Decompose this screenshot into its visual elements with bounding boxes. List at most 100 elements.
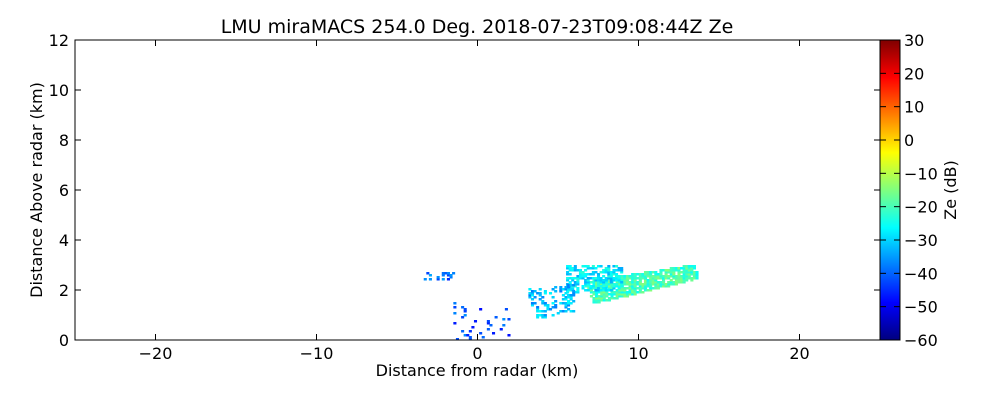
echo-cell (682, 265, 686, 268)
echo-cell (617, 277, 621, 280)
echo-cell (578, 275, 583, 278)
echo-cell (568, 281, 572, 284)
echo-cell (667, 281, 671, 284)
echo-cell (631, 293, 635, 296)
echo-cell (586, 281, 590, 284)
echo-cell (643, 287, 648, 290)
echo-cell (591, 277, 595, 280)
echo-cell (633, 281, 637, 284)
echo-cell (486, 322, 490, 325)
echo-cell (685, 269, 689, 272)
echo-cell (586, 279, 590, 282)
echo-cell (692, 277, 696, 280)
echo-cell (685, 275, 689, 278)
echo-cell (596, 265, 601, 268)
echo-cell (554, 286, 558, 289)
echo-cell (489, 324, 493, 327)
echo-cell (631, 287, 635, 290)
echo-cell (618, 289, 622, 292)
echo-cell (446, 278, 450, 281)
echo-cell (656, 283, 660, 286)
echo-cell (669, 281, 673, 284)
echo-cell (576, 289, 580, 292)
echo-cell (595, 293, 599, 296)
echo-cell (543, 314, 547, 317)
echo-cell (592, 279, 596, 282)
echo-cell (674, 269, 678, 272)
echo-cell (651, 277, 655, 280)
echo-cell (561, 298, 565, 301)
echo-cell (641, 283, 645, 286)
echo-cell (504, 308, 508, 311)
echo-cell (687, 271, 691, 274)
echo-cell (605, 283, 609, 286)
echo-cell (556, 312, 560, 315)
echo-cell (667, 271, 671, 274)
echo-cell (595, 281, 599, 284)
echo-cell (682, 281, 686, 284)
echo-cell (536, 316, 540, 319)
echo-cell (584, 285, 588, 288)
echo-cell (602, 289, 606, 292)
echo-cell (625, 291, 630, 294)
echo-cell (566, 265, 570, 268)
echo-cell (572, 300, 576, 303)
echo-cell (592, 287, 596, 290)
echo-cell (672, 269, 676, 272)
echo-cell (453, 312, 457, 315)
echo-cell (569, 302, 573, 305)
colorbar-tick-label: 10 (904, 98, 924, 117)
echo-cell (572, 290, 576, 293)
echo-cell (455, 338, 460, 341)
echo-cell (576, 287, 580, 290)
echo-cell (543, 310, 547, 313)
echo-cell (677, 279, 681, 282)
echo-cell (573, 277, 577, 280)
echo-cell (609, 279, 613, 282)
echo-cell (604, 267, 608, 270)
echo-cell (584, 265, 588, 268)
echo-cell (587, 287, 591, 290)
echo-cell (581, 287, 585, 290)
echo-cell (584, 289, 588, 292)
echo-cell (620, 275, 624, 278)
echo-cell (654, 275, 658, 278)
echo-cell (453, 306, 457, 309)
echo-cell (680, 275, 684, 278)
echo-cell (468, 336, 472, 339)
echo-cell (599, 277, 603, 280)
echo-cell (651, 281, 655, 284)
echo-cell (643, 273, 648, 276)
echo-cell (479, 332, 483, 335)
echo-cell (541, 316, 545, 319)
echo-cell (613, 297, 617, 300)
echo-cell (573, 291, 577, 294)
echo-cell (607, 271, 611, 274)
echo-cell (618, 295, 622, 298)
echo-cell (638, 281, 642, 284)
echo-cell (571, 287, 575, 290)
echo-cell (596, 279, 601, 282)
echo-cell (568, 269, 572, 272)
echo-cell (561, 288, 565, 291)
echo-cell (602, 285, 606, 288)
echo-cell (690, 271, 694, 274)
echo-cell (461, 306, 465, 309)
echo-cell (596, 281, 601, 284)
echo-cell (569, 298, 573, 301)
echo-cell (564, 304, 568, 307)
echo-cell (636, 291, 640, 294)
echo-cell (594, 277, 598, 280)
echo-cell (631, 279, 635, 282)
echo-cell (561, 294, 565, 297)
echo-cell (692, 271, 696, 274)
echo-cell (581, 271, 585, 274)
echo-cell (664, 269, 668, 272)
echo-cell (586, 277, 590, 280)
echo-cell (463, 308, 467, 311)
echo-cell (677, 267, 681, 270)
echo-cell (541, 300, 545, 303)
echo-cell (596, 273, 601, 276)
echo-cell (664, 275, 668, 278)
echo-cell (646, 285, 650, 288)
